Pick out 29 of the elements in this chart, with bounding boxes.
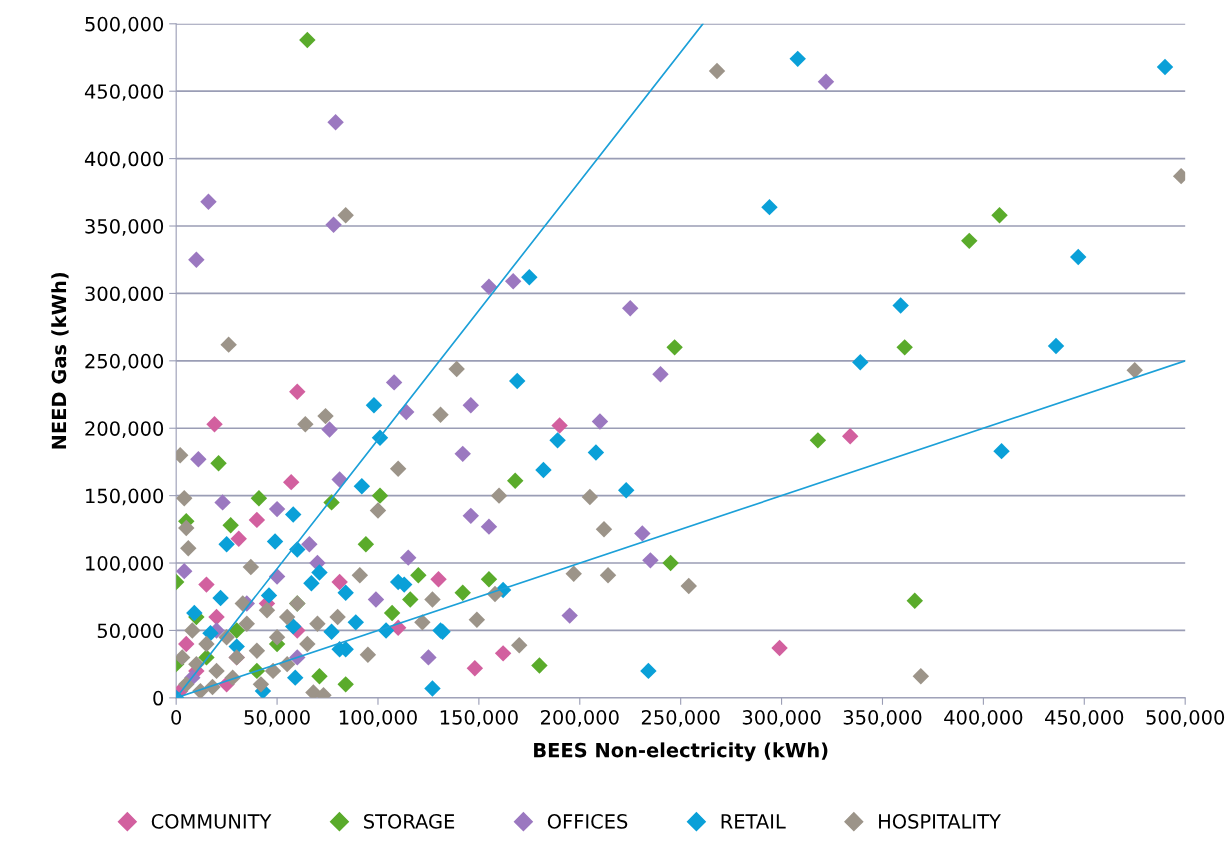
y-tick-label: 450,000	[84, 84, 164, 101]
legend-label: HOSPITALITY	[879, 814, 1001, 829]
y-tick-label: 400,000	[84, 151, 164, 169]
y-tick-label: 200,000	[85, 421, 164, 438]
x-tick-label: 150,000	[440, 710, 518, 727]
x-tick-label: 100,000	[339, 710, 417, 727]
y-tick-label: 50,000	[97, 623, 164, 641]
x-tick-label: 350,000	[843, 710, 922, 727]
x-axis-title: BEES Non-electricity (kWh)	[534, 742, 828, 762]
x-tick-label: 450,000	[1045, 710, 1124, 727]
y-tick-label: 350,000	[85, 218, 164, 236]
y-tick-label: 500,000	[85, 16, 164, 34]
y-tick-label: 300,000	[85, 286, 164, 304]
x-tick-label: 50,000	[244, 710, 310, 727]
y-tick-label: 0	[153, 690, 164, 706]
legend-label: OFFICES	[547, 814, 628, 829]
y-tick-label: 250,000	[85, 353, 164, 371]
legend-label: COMMUNITY	[151, 814, 272, 829]
x-tick-label: 400,000	[944, 710, 1023, 727]
x-tick-label: 0	[171, 710, 182, 725]
x-tick-label: 500,000	[1146, 710, 1225, 727]
x-tick-label: 200,000	[541, 710, 619, 727]
legend-label: RETAIL	[721, 814, 786, 829]
legend-label: STORAGE	[364, 814, 455, 829]
x-tick-label: 250,000	[641, 710, 720, 727]
y-tick-label: 150,000	[86, 488, 164, 506]
y-axis-title: NEED Gas (kWh)	[51, 272, 69, 449]
x-tick-label: 300,000	[742, 710, 821, 727]
y-tick-label: 100,000	[86, 556, 164, 573]
